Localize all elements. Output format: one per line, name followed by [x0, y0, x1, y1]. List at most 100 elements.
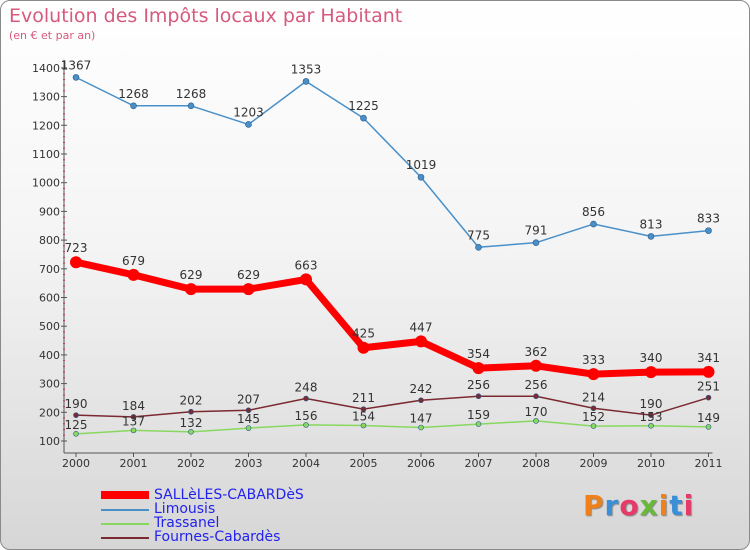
chart-subtitle: (en € et par an): [9, 29, 96, 42]
data-point: [185, 283, 197, 296]
y-tick-label: 500: [39, 320, 60, 333]
chart-title: Evolution des Impôts locaux par Habitant: [9, 5, 403, 27]
data-point: [533, 393, 539, 400]
y-tick-label: 1100: [32, 148, 60, 161]
data-label: 159: [467, 408, 490, 422]
legend-label: Trassanel: [154, 515, 220, 531]
y-tick-label: 1400: [32, 62, 60, 75]
data-label: 214: [582, 390, 605, 404]
data-point: [302, 78, 310, 85]
data-label: 813: [640, 217, 663, 231]
proxiti-logo: Proxiti: [583, 489, 695, 522]
data-label: 190: [65, 397, 88, 411]
data-label: 211: [352, 391, 375, 405]
data-point: [472, 362, 485, 375]
data-labels-layer: 723 679 629 629 663 425 447 354 362 333 340 341 1367…: [61, 58, 720, 431]
x-tick-label: 2006: [407, 457, 435, 470]
data-label: 207: [237, 392, 260, 406]
x-tick-label: 2007: [465, 457, 493, 470]
data-label: 156: [295, 409, 318, 423]
data-label: 1019: [406, 158, 437, 172]
data-point: [415, 335, 427, 348]
data-label: 190: [640, 397, 663, 411]
legend-swatch: [101, 509, 149, 511]
data-point: [72, 74, 80, 81]
data-label: 152: [582, 410, 605, 424]
data-point: [702, 365, 715, 378]
data-point: [475, 243, 482, 251]
data-point: [245, 121, 252, 128]
data-label: 145: [237, 412, 260, 426]
data-label: 256: [467, 378, 490, 392]
series-line-0: [72, 258, 712, 378]
data-point: [242, 283, 255, 296]
data-label: 248: [295, 381, 318, 395]
data-label: 340: [640, 351, 663, 365]
data-point: [357, 341, 370, 354]
data-point: [648, 412, 654, 418]
data-point: [418, 424, 424, 431]
x-tick-label: 2010: [637, 457, 665, 470]
data-label: 149: [697, 411, 720, 425]
data-point: [360, 422, 367, 429]
x-tick-label: 2008: [522, 457, 550, 470]
y-tick-label: 1300: [32, 91, 60, 104]
data-label: 154: [352, 410, 375, 424]
data-label: 147: [410, 412, 433, 426]
chart-axes: 100 200 300 400 500 600 700 800 900 1000 1100 1200 1…: [32, 59, 723, 470]
data-label: 125: [65, 418, 88, 432]
legend-label: SALLèLES-CABARDèS: [154, 487, 304, 503]
x-tick-label: 2004: [292, 457, 320, 470]
series-line-2: [75, 420, 710, 435]
data-point: [645, 366, 657, 379]
data-label: 132: [180, 416, 203, 430]
data-label: 629: [180, 268, 203, 282]
data-label: 723: [65, 241, 88, 255]
data-label: 354: [467, 347, 490, 361]
data-point: [130, 427, 137, 434]
data-point: [130, 102, 137, 110]
data-point: [705, 394, 712, 401]
data-label: 1203: [233, 105, 264, 119]
legend-label: Fournes-Cabardès: [154, 529, 281, 545]
data-point: [303, 422, 309, 428]
data-label: 425: [352, 327, 375, 341]
data-label: 1268: [176, 87, 207, 101]
x-tick-label: 2009: [580, 457, 608, 470]
legend-label: Limousis: [154, 501, 216, 517]
data-point: [417, 173, 425, 181]
y-tick-label: 1000: [32, 177, 60, 190]
data-label: 242: [410, 382, 433, 396]
data-label: 202: [180, 394, 203, 408]
data-label: 679: [122, 254, 145, 268]
data-point: [130, 414, 137, 420]
data-label: 447: [410, 320, 433, 334]
data-point: [300, 273, 312, 286]
data-label: 775: [467, 228, 490, 242]
data-point: [187, 102, 195, 110]
y-tick-label: 300: [39, 378, 60, 391]
data-point: [188, 408, 194, 415]
y-tick-label: 900: [39, 205, 60, 218]
data-point: [475, 393, 482, 400]
data-point: [590, 405, 597, 412]
data-point: [532, 239, 540, 246]
x-tick-label: 2000: [62, 457, 90, 470]
data-label: 153: [640, 410, 663, 424]
data-label: 791: [525, 224, 548, 238]
y-tick-label: 700: [39, 263, 60, 276]
data-point: [188, 429, 194, 435]
data-point: [587, 368, 600, 381]
data-point: [303, 395, 309, 402]
y-tick-label: 400: [39, 349, 60, 362]
data-point: [530, 359, 542, 372]
y-tick-label: 1200: [32, 119, 60, 132]
series-line-3: [75, 395, 710, 418]
data-point: [70, 256, 82, 269]
data-label: 663: [295, 258, 318, 272]
x-tick-label: 2005: [350, 457, 378, 470]
y-tick-label: 600: [39, 292, 60, 305]
data-point: [533, 418, 539, 424]
